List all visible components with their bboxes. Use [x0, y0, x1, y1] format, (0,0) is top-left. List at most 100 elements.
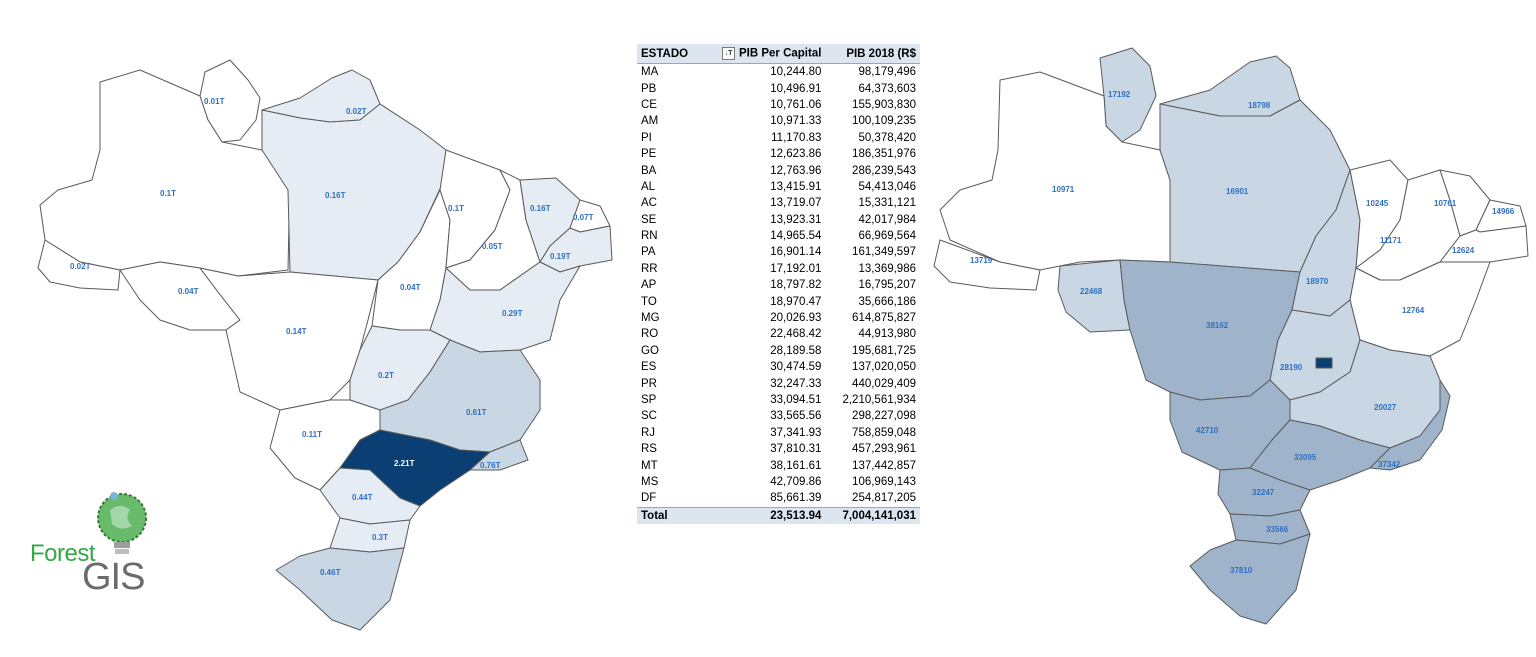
label-mt: 0.14T [286, 327, 307, 336]
table-row: AL 13,415.91 54,413,046 [637, 179, 920, 195]
logo-word-gis: GIS [82, 556, 145, 598]
label-ap-r: 18798 [1248, 101, 1271, 110]
pib-2018-cell: 42,017,984 [858, 213, 916, 226]
label-ma-r: 10245 [1366, 199, 1389, 208]
state-cell: PB [641, 82, 657, 95]
label-pe-r: 12624 [1452, 246, 1475, 255]
table-row: RS 37,810.31 457,293,961 [637, 441, 920, 457]
total-pib-per-capita: 23,513.94 [700, 506, 826, 524]
label-ac: 0.02T [70, 262, 91, 271]
table-total-row: Total 23,513.94 7,004,141,031 [637, 506, 920, 524]
table-row: GO 28,189.58 195,681,725 [637, 343, 920, 359]
pib-per-capita-cell: 28,189.58 [770, 344, 822, 357]
pib-2018-cell: 137,020,050 [852, 361, 916, 374]
total-label: Total [637, 506, 701, 524]
state-cell: RN [641, 230, 658, 243]
forest-gis-logo: Forest GIS [24, 488, 164, 598]
table-row: BA 12,763.96 286,239,543 [637, 162, 920, 178]
label-sc-r: 33566 [1266, 525, 1289, 534]
state-ac [37, 239, 121, 291]
pib-2018-cell: 286,239,543 [852, 164, 916, 177]
header-pib-per-capital-label: PIB Per Capital [738, 47, 822, 60]
state-cell: MS [641, 475, 659, 488]
label-ro: 0.04T [178, 287, 199, 296]
table-row: MG 20,026.93 614,875,827 [637, 310, 920, 326]
pivot-table: ESTADO ↓T PIB Per Capital PIB 2018 (R$ MA… [637, 44, 920, 524]
pib-per-capita-cell: 22,468.42 [770, 328, 822, 341]
state-df-r [1315, 357, 1333, 369]
header-estado: ESTADO [637, 44, 701, 64]
pib-per-capita-cell: 18,797.82 [770, 279, 822, 292]
label-rn: 0.07T [573, 213, 594, 222]
left-map-gdp: 0.01T 0.02T 0.1T 0.16T 0.02T 0.04T 0.14T… [37, 59, 613, 631]
state-cell: PI [641, 131, 652, 144]
state-cell: TO [641, 295, 657, 308]
label-rs: 0.46T [320, 568, 341, 577]
label-ap: 0.02T [346, 107, 367, 116]
pib-2018-cell: 758,859,048 [852, 426, 916, 439]
pib-per-capita-cell: 10,244.80 [770, 66, 822, 79]
pib-per-capita-cell: 32,247.33 [770, 377, 822, 390]
pib-per-capita-cell: 33,565.56 [770, 410, 822, 423]
table-row: RJ 37,341.93 758,859,048 [637, 425, 920, 441]
pib-per-capita-cell: 14,965.54 [770, 230, 822, 243]
table-row: RN 14,965.54 66,969,564 [637, 228, 920, 244]
state-cell: MA [641, 66, 659, 79]
header-pib-per-capital[interactable]: ↓T PIB Per Capital [700, 44, 826, 64]
header-pib-2018: PIB 2018 (R$ [825, 44, 920, 64]
label-rn-r: 14966 [1492, 207, 1515, 216]
state-cell: AP [641, 279, 657, 292]
state-cell: AL [641, 180, 656, 193]
pib-per-capita-cell: 11,170.83 [771, 131, 822, 144]
label-go: 0.2T [378, 371, 394, 380]
state-cell: RJ [641, 426, 656, 439]
pib-per-capita-cell: 13,415.91 [770, 180, 822, 193]
pib-per-capita-cell: 20,026.93 [770, 312, 822, 325]
table-row: PB 10,496.91 64,373,603 [637, 80, 920, 96]
table-row: RO 22,468.42 44,913,980 [637, 326, 920, 342]
state-cell: RS [641, 443, 657, 456]
pib-per-capita-cell: 16,901.14 [770, 246, 822, 259]
state-cell: MG [641, 312, 660, 325]
state-ac-r [933, 239, 1041, 291]
state-cell: PA [641, 246, 656, 259]
label-ce: 0.16T [530, 204, 551, 213]
label-pa: 0.16T [325, 191, 346, 200]
pib-2018-cell: 16,795,207 [858, 279, 916, 292]
label-ro-r: 22468 [1080, 287, 1103, 296]
pib-2018-cell: 2,210,561,934 [842, 394, 916, 406]
label-mt-r: 38162 [1206, 321, 1229, 330]
table-row: ES 30,474.59 137,020,050 [637, 359, 920, 375]
state-rs-r [1189, 533, 1311, 625]
pib-2018-cell: 98,179,496 [858, 66, 916, 79]
pib-per-capita-cell: 12,623.86 [770, 148, 822, 161]
total-pib-2018: 7,004,141,031 [825, 506, 920, 524]
right-map-gdp-per-capita: 17192 18798 10971 16901 13719 22468 3816… [933, 47, 1529, 625]
state-cell: SE [641, 213, 657, 226]
label-to-r: 18970 [1306, 277, 1329, 286]
label-ba: 0.29T [502, 309, 523, 318]
pib-2018-cell: 457,293,961 [852, 443, 916, 456]
label-pa-r: 16901 [1226, 187, 1249, 196]
label-sp-r: 33095 [1294, 453, 1317, 462]
state-cell: SP [641, 394, 657, 406]
table-row: RR 17,192.01 13,369,986 [637, 261, 920, 277]
table-row: TO 18,970.47 35,666,186 [637, 293, 920, 309]
sort-filter-icon[interactable]: ↓T [721, 47, 735, 60]
label-ms-r: 42710 [1196, 426, 1219, 435]
table-row: MS 42,709.86 106,969,143 [637, 474, 920, 490]
table-row: PA 16,901.14 161,349,597 [637, 244, 920, 260]
pib-per-capita-cell: 13,719.07 [770, 197, 822, 210]
pib-per-capita-cell: 10,971.33 [770, 115, 822, 128]
state-am-r [939, 71, 1171, 271]
table-row: MT 38,161.61 137,442,857 [637, 457, 920, 473]
state-cell: RR [641, 262, 658, 275]
label-pr: 0.44T [352, 493, 373, 502]
pib-2018-cell: 44,913,980 [858, 328, 916, 341]
pib-per-capita-cell: 42,709.86 [770, 475, 822, 488]
pib-2018-cell: 195,681,725 [852, 344, 916, 357]
pib-2018-cell: 254,817,205 [852, 492, 916, 505]
pib-per-capita-cell: 37,341.93 [770, 426, 822, 439]
pib-2018-cell: 13,369,986 [858, 262, 916, 275]
state-cell: PE [641, 148, 657, 161]
